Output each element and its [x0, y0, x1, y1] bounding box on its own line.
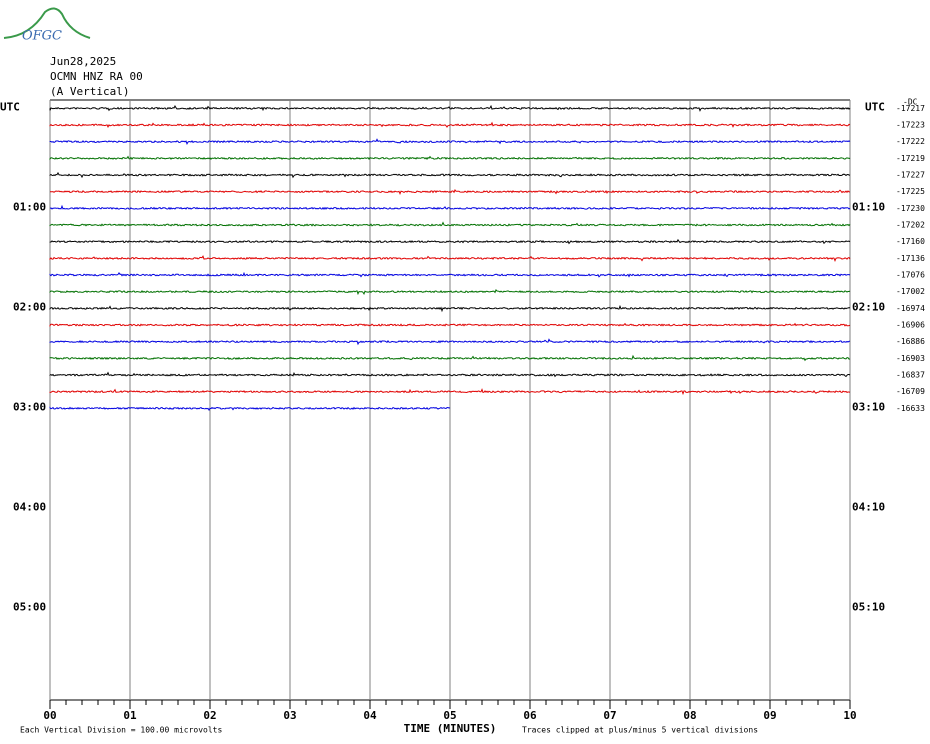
- x-tick-label: 04: [363, 709, 377, 722]
- footnote: Each Vertical Division = 100.00 microvol…: [20, 726, 222, 735]
- logo-curve: [3, 7, 91, 39]
- trace: [49, 271, 851, 278]
- x-tick-label: 01: [123, 709, 137, 722]
- trace-offset: -17230: [896, 204, 925, 213]
- trace: [49, 171, 851, 179]
- x-tick-label: 02: [203, 709, 216, 722]
- dc-label: -DC: [903, 98, 918, 107]
- left-time-label: 04:00: [13, 500, 46, 513]
- x-axis-label: TIME (MINUTES): [404, 722, 497, 735]
- trace: [49, 104, 851, 112]
- left-time-label: UTC: [0, 100, 20, 113]
- trace-offset: -16903: [896, 354, 925, 363]
- logo-text: OFGC: [22, 29, 62, 44]
- trace: [49, 354, 851, 362]
- trace: [49, 138, 851, 145]
- trace-offset: -16709: [896, 387, 925, 396]
- trace-offset: -17076: [896, 271, 925, 280]
- trace-offset: -17223: [896, 121, 925, 130]
- right-time-label: 04:10: [852, 500, 885, 513]
- trace-offset: -17217: [896, 104, 925, 113]
- trace-offset: -16633: [896, 404, 925, 413]
- right-time-label: 02:10: [852, 300, 885, 313]
- trace-offset: -17202: [896, 221, 925, 230]
- trace: [49, 155, 851, 161]
- left-time-label: 01:00: [13, 200, 46, 213]
- trace: [49, 238, 851, 245]
- trace-offset: -17225: [896, 187, 925, 196]
- footnote: Traces clipped at plus/minus 5 vertical …: [522, 726, 758, 735]
- trace: [49, 338, 851, 346]
- x-tick-label: 09: [763, 709, 776, 722]
- x-tick-label: 08: [683, 709, 696, 722]
- trace-offset: -17136: [896, 254, 925, 263]
- trace: [49, 204, 851, 210]
- trace: [49, 221, 851, 227]
- x-tick-label: 07: [603, 709, 616, 722]
- trace-offset: -17219: [896, 154, 925, 163]
- x-tick-label: 06: [523, 709, 537, 722]
- trace: [49, 304, 851, 313]
- trace-offset: -16906: [896, 321, 925, 330]
- header-line: OCMN HNZ RA 00: [50, 70, 143, 83]
- trace-offset: -17160: [896, 237, 925, 246]
- trace: [49, 255, 851, 263]
- header-line: (A Vertical): [50, 85, 129, 98]
- trace: [49, 322, 851, 327]
- trace-offset: -17227: [896, 171, 925, 180]
- left-time-label: 05:00: [13, 600, 46, 613]
- trace-offset: -16886: [896, 337, 925, 346]
- trace-offset: -17002: [896, 287, 925, 296]
- trace: [49, 388, 851, 396]
- x-tick-label: 00: [43, 709, 56, 722]
- trace: [49, 288, 851, 296]
- trace: [49, 121, 851, 129]
- x-tick-label: 03: [283, 709, 296, 722]
- x-tick-label: 10: [843, 709, 856, 722]
- trace-offset: -17222: [896, 137, 925, 146]
- left-time-label: 02:00: [13, 300, 46, 313]
- right-time-label: UTC: [865, 100, 885, 113]
- trace-offset: -16837: [896, 371, 925, 380]
- trace: [49, 406, 451, 411]
- x-tick-label: 05: [443, 709, 456, 722]
- right-time-label: 05:10: [852, 600, 885, 613]
- right-time-label: 01:10: [852, 200, 885, 213]
- trace-offset: -16974: [896, 304, 925, 313]
- trace: [49, 371, 851, 378]
- right-time-label: 03:10: [852, 400, 885, 413]
- left-time-label: 03:00: [13, 400, 46, 413]
- header-line: Jun28,2025: [50, 55, 116, 68]
- trace: [50, 189, 850, 196]
